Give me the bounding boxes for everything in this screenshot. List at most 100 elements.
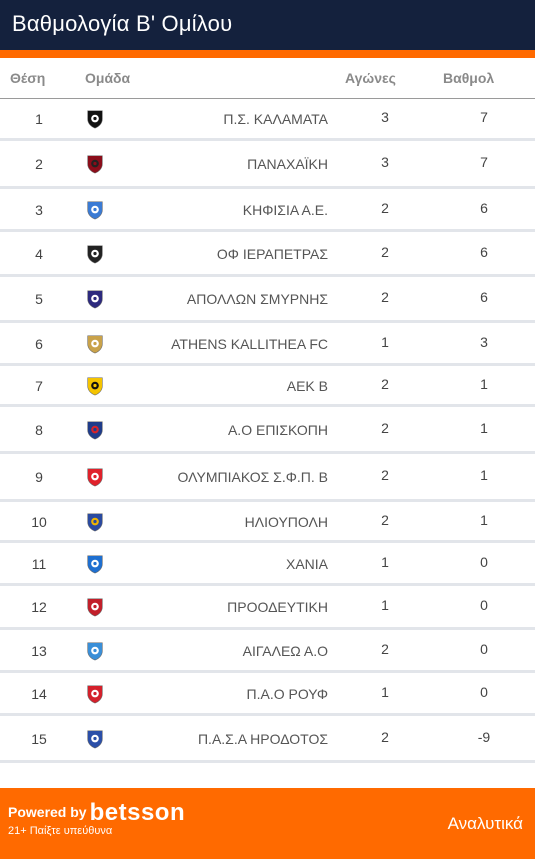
page-header: Βαθμολογία Β' Ομίλου xyxy=(0,0,535,50)
row-games: 1 xyxy=(381,597,389,613)
table-row[interactable]: 1 Π.Σ. ΚΑΛΑΜΑΤΑ 3 7 xyxy=(0,99,535,141)
row-points: 0 xyxy=(480,597,488,613)
row-position: 9 xyxy=(35,469,43,485)
row-team-name[interactable]: ΑΠΟΛΛΩΝ ΣΜΥΡΝΗΣ xyxy=(186,291,328,307)
row-team-name[interactable]: ΟΛΥΜΠΙΑΚΟΣ Σ.Φ.Π. Β xyxy=(177,469,328,485)
row-games: 2 xyxy=(381,512,389,528)
table-row[interactable]: 9 ΟΛΥΜΠΙΑΚΟΣ Σ.Φ.Π. Β 2 1 xyxy=(0,454,535,502)
episkopi-crest-icon xyxy=(87,421,103,440)
row-position: 15 xyxy=(31,731,47,747)
panachaiki-crest-icon xyxy=(87,155,103,174)
row-games: 3 xyxy=(381,109,389,125)
row-team-name[interactable]: ΧΑΝΙΑ xyxy=(285,556,328,572)
table-row[interactable]: 4 ΟΦ ΙΕΡΑΠΕΤΡΑΣ 2 6 xyxy=(0,232,535,277)
aek-crest-icon xyxy=(87,377,103,396)
row-team-name[interactable]: ΑΙΓΑΛΕΩ Α.Ο xyxy=(242,643,328,659)
powered-by-label: Powered by xyxy=(8,804,87,820)
proodeftiki-crest-icon xyxy=(87,598,103,617)
row-games: 2 xyxy=(381,244,389,260)
row-position: 1 xyxy=(35,111,43,127)
table-row[interactable]: 13 ΑΙΓΑΛΕΩ Α.Ο 2 0 xyxy=(0,630,535,673)
row-points: -9 xyxy=(477,729,491,745)
column-header-games[interactable]: Αγώνες xyxy=(345,70,396,86)
row-points: 1 xyxy=(480,467,488,483)
row-position: 13 xyxy=(31,643,47,659)
row-team-name[interactable]: ΠΑΝΑΧΑΪΚΗ xyxy=(247,156,328,172)
responsible-gaming-note: 21+ Παίξτε υπεύθυνα xyxy=(8,825,113,837)
row-games: 2 xyxy=(381,289,389,305)
chania-crest-icon xyxy=(87,555,103,574)
row-points: 7 xyxy=(480,154,488,170)
column-header-points[interactable]: Βαθμολ xyxy=(443,70,495,86)
row-points: 6 xyxy=(480,289,488,305)
row-team-name[interactable]: ATHENS KALLITHEA FC xyxy=(171,336,328,352)
kifisia-crest-icon xyxy=(87,201,103,220)
row-points: 0 xyxy=(480,641,488,657)
row-games: 2 xyxy=(381,376,389,392)
column-header-position[interactable]: Θέση xyxy=(10,70,46,86)
betsson-logo: betsson xyxy=(89,799,186,826)
row-games: 2 xyxy=(381,729,389,745)
olympiakos-crest-icon xyxy=(87,468,103,487)
table-row[interactable]: 15 Π.Α.Σ.Α ΗΡΟΔΟΤΟΣ 2 -9 xyxy=(0,716,535,763)
table-row[interactable]: 7 ΑΕΚ Β 2 1 xyxy=(0,366,535,407)
apollon-crest-icon xyxy=(87,290,103,309)
table-row[interactable]: 10 ΗΛΙΟΥΠΟΛΗ 2 1 xyxy=(0,502,535,543)
row-points: 1 xyxy=(480,512,488,528)
irodotos-crest-icon xyxy=(87,730,103,749)
row-points: 7 xyxy=(480,109,488,125)
row-games: 2 xyxy=(381,641,389,657)
row-games: 1 xyxy=(381,684,389,700)
table-row[interactable]: 12 ΠΡΟΟΔΕΥΤΙΚΗ 1 0 xyxy=(0,586,535,630)
row-team-name[interactable]: Π.Σ. ΚΑΛΑΜΑΤΑ xyxy=(223,111,328,127)
column-header-team[interactable]: Ομάδα xyxy=(85,70,131,86)
row-points: 3 xyxy=(480,334,488,350)
row-games: 3 xyxy=(381,154,389,170)
row-team-name[interactable]: Α.Ο ΕΠΙΣΚΟΠΗ xyxy=(227,422,328,438)
row-games: 2 xyxy=(381,467,389,483)
row-position: 3 xyxy=(35,202,43,218)
table-row[interactable]: 2 ΠΑΝΑΧΑΪΚΗ 3 7 xyxy=(0,141,535,189)
row-position: 8 xyxy=(35,422,43,438)
table-row[interactable]: 14 Π.Α.Ο ΡΟΥΦ 1 0 xyxy=(0,673,535,716)
row-points: 0 xyxy=(480,684,488,700)
row-position: 12 xyxy=(31,599,47,615)
rouf-crest-icon xyxy=(87,685,103,704)
aigaleo-crest-icon xyxy=(87,642,103,661)
row-team-name[interactable]: ΑΕΚ Β xyxy=(286,378,328,394)
row-games: 2 xyxy=(381,200,389,216)
row-position: 2 xyxy=(35,156,43,172)
ilioupoli-crest-icon xyxy=(87,513,103,532)
row-team-name[interactable]: ΠΡΟΟΔΕΥΤΙΚΗ xyxy=(227,599,328,615)
row-team-name[interactable]: ΟΦ ΙΕΡΑΠΕΤΡΑΣ xyxy=(216,246,328,262)
row-team-name[interactable]: ΗΛΙΟΥΠΟΛΗ xyxy=(244,514,328,530)
row-position: 4 xyxy=(35,246,43,262)
table-row[interactable]: 11 ΧΑΝΙΑ 1 0 xyxy=(0,543,535,586)
row-games: 1 xyxy=(381,554,389,570)
table-row[interactable]: 3 ΚΗΦΙΣΙΑ Α.Ε. 2 6 xyxy=(0,189,535,232)
row-team-name[interactable]: Π.Α.Σ.Α ΗΡΟΔΟΤΟΣ xyxy=(197,731,328,747)
standings-table: Θέση Ομάδα Αγώνες Βαθμολ 1 Π.Σ. ΚΑΛΑΜΑΤΑ 3… xyxy=(0,58,535,763)
table-row[interactable]: 6 ATHENS KALLITHEA FC 1 3 xyxy=(0,323,535,366)
kallithea-crest-icon xyxy=(87,335,103,354)
table-body: 1 Π.Σ. ΚΑΛΑΜΑΤΑ 3 7 2 ΠΑΝΑΧΑΪΚΗ 3 7 3 ΚΗΦΙΣΙΑ Α.Ε… xyxy=(0,99,535,763)
row-position: 11 xyxy=(31,556,47,572)
sponsor-footer: Powered by betsson 21+ Παίξτε υπεύθυνα Αν… xyxy=(0,788,535,859)
sponsor-logo[interactable]: Powered by betsson xyxy=(8,799,185,827)
table-header: Θέση Ομάδα Αγώνες Βαθμολ xyxy=(0,58,535,99)
row-position: 5 xyxy=(35,291,43,307)
row-games: 1 xyxy=(381,334,389,350)
row-points: 6 xyxy=(480,200,488,216)
row-position: 14 xyxy=(31,686,47,702)
ierapetra-crest-icon xyxy=(87,245,103,264)
row-team-name[interactable]: ΚΗΦΙΣΙΑ Α.Ε. xyxy=(242,202,328,218)
row-points: 6 xyxy=(480,244,488,260)
row-points: 1 xyxy=(480,376,488,392)
row-games: 2 xyxy=(381,420,389,436)
table-row[interactable]: 5 ΑΠΟΛΛΩΝ ΣΜΥΡΝΗΣ 2 6 xyxy=(0,277,535,323)
row-team-name[interactable]: Π.Α.Ο ΡΟΥΦ xyxy=(246,686,328,702)
table-row[interactable]: 8 Α.Ο ΕΠΙΣΚΟΠΗ 2 1 xyxy=(0,407,535,454)
accent-bar xyxy=(0,50,535,58)
row-points: 0 xyxy=(480,554,488,570)
details-link[interactable]: Αναλυτικά xyxy=(447,814,523,833)
